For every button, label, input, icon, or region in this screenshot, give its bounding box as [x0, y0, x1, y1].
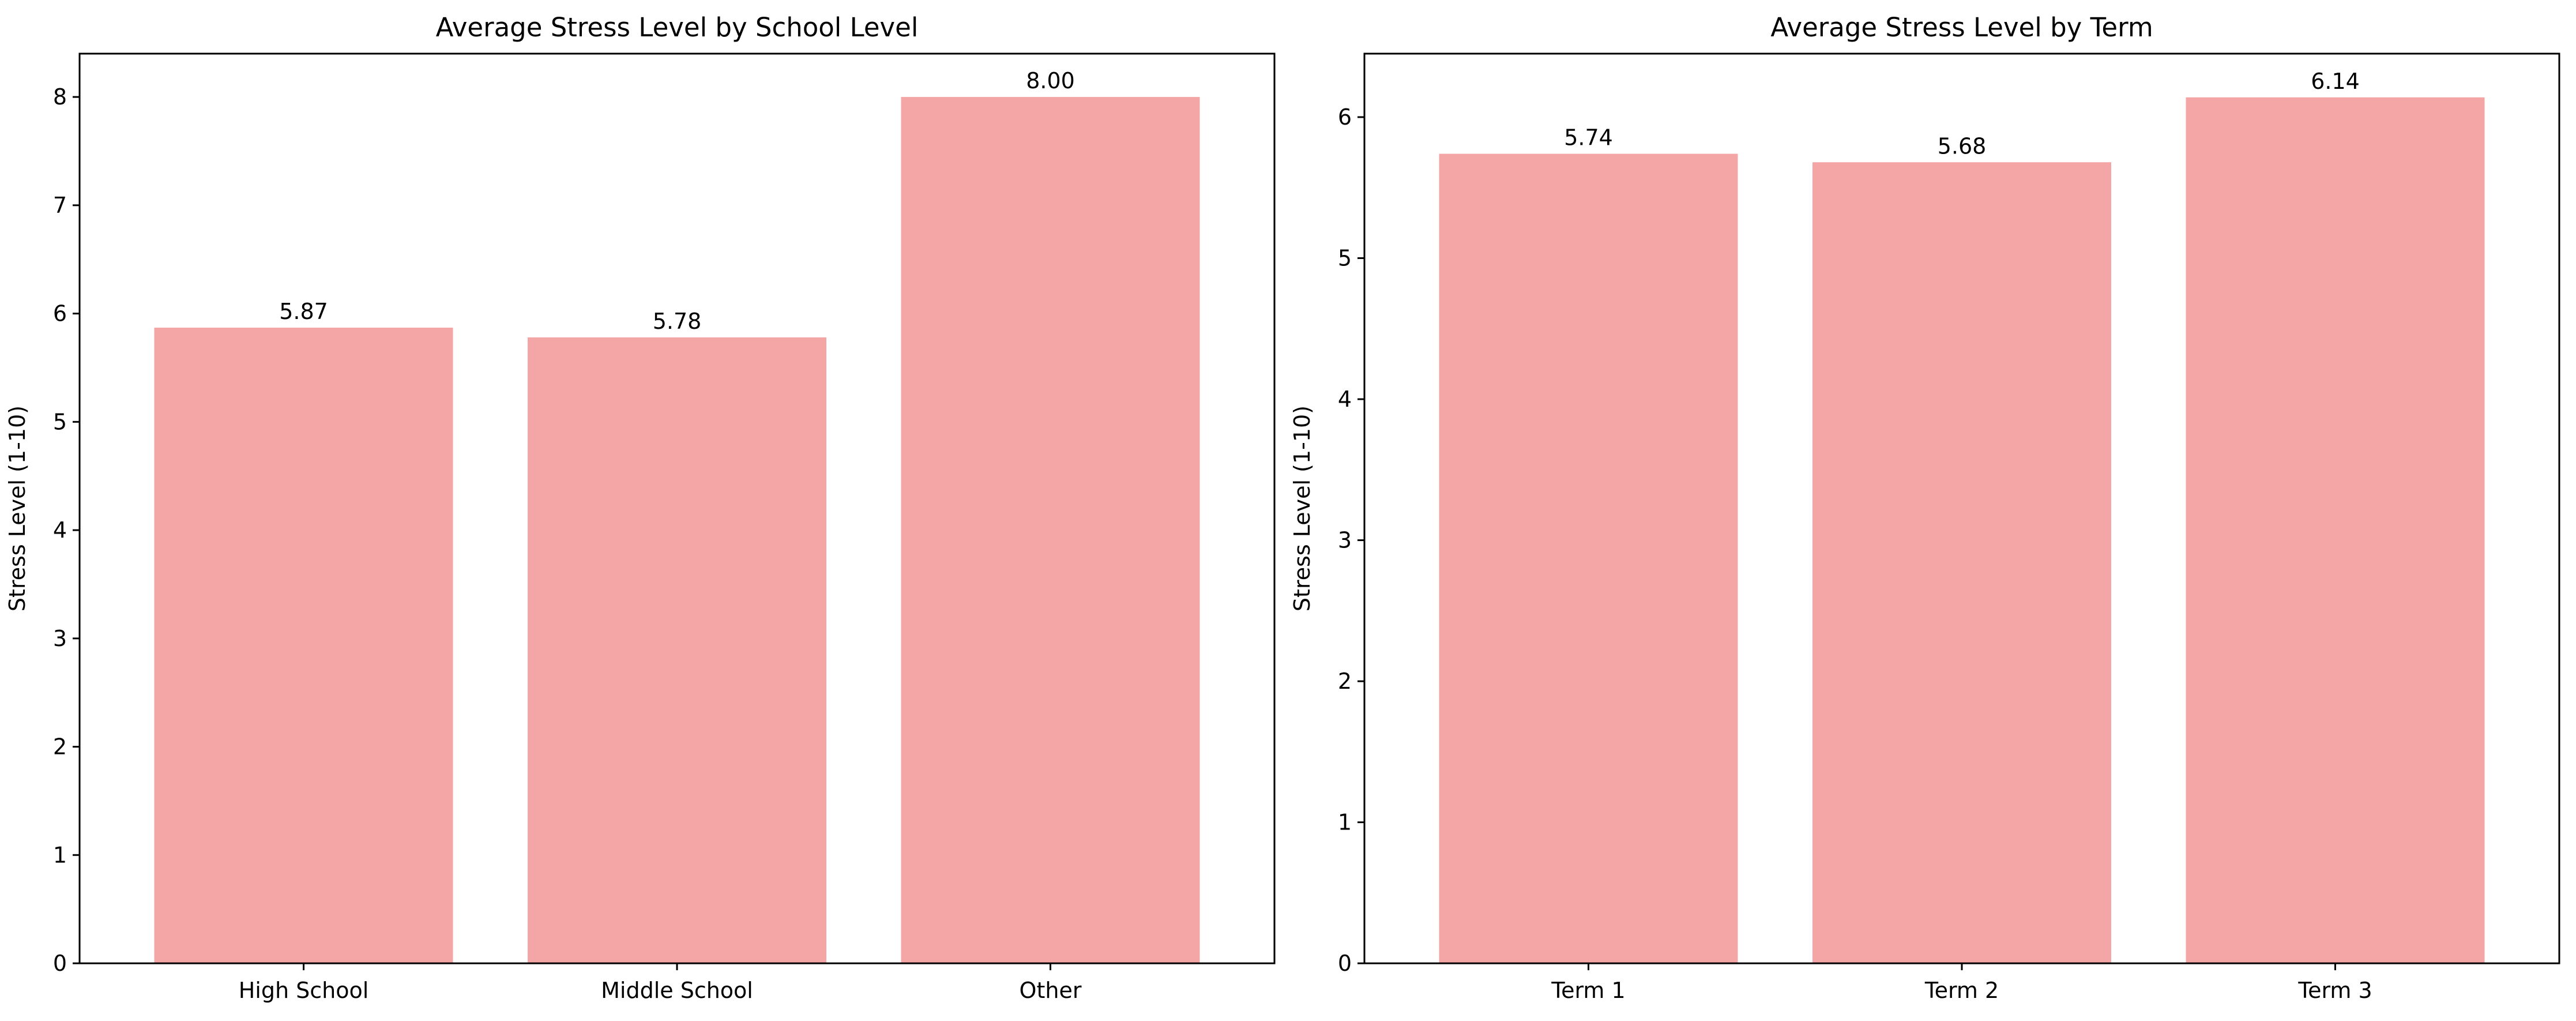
y-tick-label-2: 2 — [53, 734, 67, 760]
axis-ticks: 0 1 2 3 4 5 6 7 8 High School Middle School Other — [53, 84, 1082, 1003]
data-label-1: 5.78 — [653, 309, 702, 334]
y-axis-label: Stress Level (1-10) — [1289, 406, 1315, 611]
plot-frame — [78, 52, 1276, 964]
chart-title: Average Stress Level by Term — [1770, 12, 2153, 43]
data-label-2: 6.14 — [2311, 69, 2360, 94]
x-tick-label-2: Term 3 — [2297, 978, 2372, 1003]
y-tick-label-7: 7 — [53, 193, 67, 218]
y-tick-label-1: 1 — [53, 842, 67, 868]
y-tick-label-4: 4 — [53, 517, 67, 543]
y-tick-label-6: 6 — [1338, 104, 1352, 130]
axis-ticks: 0 1 2 3 4 5 6 Term 1 Term 2 Term 3 — [1338, 104, 2372, 1003]
bar-1 — [1812, 162, 2111, 964]
bars: 5.74 5.68 6.14 — [1439, 69, 2485, 964]
bar-2 — [2186, 97, 2485, 963]
x-tick-label-0: High School — [239, 978, 369, 1003]
data-label-1: 5.68 — [1938, 133, 1987, 159]
y-tick-label-5: 5 — [1338, 246, 1352, 271]
y-axis-label: Stress Level (1-10) — [5, 406, 30, 611]
y-tick-label-0: 0 — [53, 951, 67, 976]
chart-title: Average Stress Level by School Level — [436, 12, 919, 43]
term-chart: Average Stress Level by Term Stress Leve… — [1289, 12, 2560, 1003]
x-tick-label-2: Other — [1020, 978, 1082, 1003]
data-label-0: 5.74 — [1564, 125, 1613, 151]
y-tick-label-5: 5 — [53, 409, 67, 434]
data-label-0: 5.87 — [279, 299, 328, 324]
bar-0 — [154, 327, 453, 964]
x-tick-label-0: Term 1 — [1551, 978, 1625, 1003]
y-tick-label-1: 1 — [1338, 810, 1352, 835]
bars: 5.87 5.78 8.00 — [154, 68, 1200, 964]
bar-1 — [528, 337, 826, 963]
bar-2 — [901, 97, 1200, 964]
bar-0 — [1439, 153, 1738, 963]
x-tick-label-1: Middle School — [601, 978, 753, 1003]
y-tick-label-2: 2 — [1338, 669, 1352, 694]
x-tick-label-1: Term 2 — [1924, 978, 1999, 1003]
y-tick-label-6: 6 — [53, 301, 67, 326]
y-tick-label-0: 0 — [1338, 951, 1352, 976]
data-label-2: 8.00 — [1026, 68, 1075, 93]
y-tick-label-4: 4 — [1338, 386, 1352, 412]
y-tick-label-8: 8 — [53, 84, 67, 110]
y-tick-label-3: 3 — [53, 626, 67, 651]
plot-frame — [1363, 52, 2560, 964]
y-tick-label-3: 3 — [1338, 528, 1352, 553]
school-level-chart: Average Stress Level by School Level Str… — [5, 12, 1276, 1003]
